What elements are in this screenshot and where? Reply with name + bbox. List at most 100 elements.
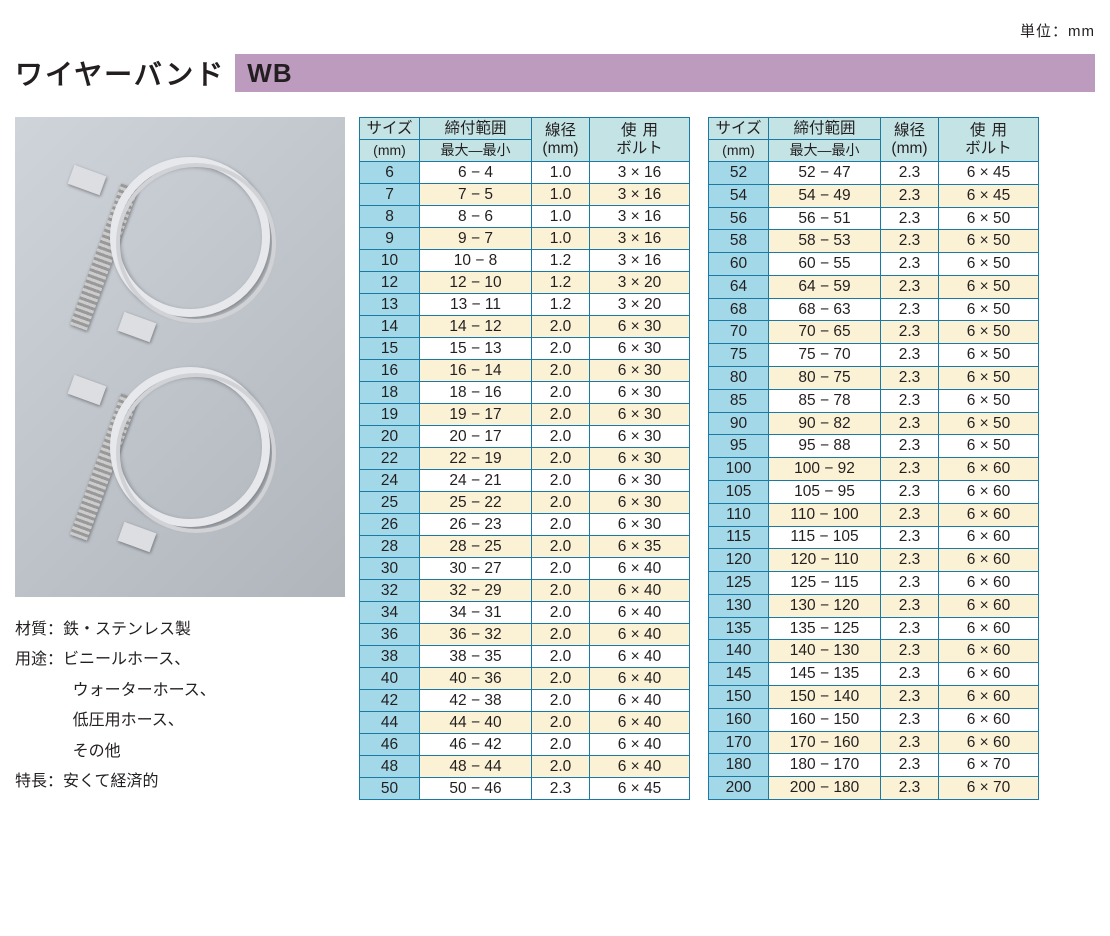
cell-size: 32 bbox=[360, 580, 420, 602]
table-row: 4444 − 402.06 × 40 bbox=[360, 712, 690, 734]
cell-size: 125 bbox=[709, 572, 769, 595]
table-row: 1616 − 142.06 × 30 bbox=[360, 360, 690, 382]
cell-range: 48 − 44 bbox=[420, 756, 532, 778]
table-row: 5656 − 512.36 × 50 bbox=[709, 207, 1039, 230]
material-label: 材質： bbox=[15, 615, 63, 645]
cell-range: 180 − 170 bbox=[769, 754, 881, 777]
cell-wire: 1.0 bbox=[532, 206, 590, 228]
cell-range: 54 − 49 bbox=[769, 184, 881, 207]
cell-size: 22 bbox=[360, 448, 420, 470]
cell-size: 115 bbox=[709, 526, 769, 549]
table-row: 3838 − 352.06 × 40 bbox=[360, 646, 690, 668]
cell-size: 95 bbox=[709, 435, 769, 458]
table-row: 160160 − 1502.36 × 60 bbox=[709, 708, 1039, 731]
table-row: 5252 − 472.36 × 45 bbox=[709, 162, 1039, 185]
cell-size: 30 bbox=[360, 558, 420, 580]
cell-bolt: 6 × 30 bbox=[590, 514, 690, 536]
feature-value: 安くて経済的 bbox=[63, 767, 159, 797]
table-row: 99 − 71.03 × 16 bbox=[360, 228, 690, 250]
cell-range: 26 − 23 bbox=[420, 514, 532, 536]
table-row: 100100 − 922.36 × 60 bbox=[709, 458, 1039, 481]
cell-wire: 2.0 bbox=[532, 756, 590, 778]
table-row: 150150 − 1402.36 × 60 bbox=[709, 685, 1039, 708]
cell-range: 16 − 14 bbox=[420, 360, 532, 382]
cell-bolt: 6 × 30 bbox=[590, 448, 690, 470]
cell-bolt: 6 × 60 bbox=[939, 594, 1039, 617]
cell-wire: 2.3 bbox=[881, 321, 939, 344]
th-size: サイズ bbox=[709, 118, 769, 140]
table-row: 7070 − 652.36 × 50 bbox=[709, 321, 1039, 344]
cell-bolt: 3 × 16 bbox=[590, 162, 690, 184]
cell-size: 135 bbox=[709, 617, 769, 640]
th-size-unit: (mm) bbox=[709, 140, 769, 162]
th-range: 締付範囲 bbox=[769, 118, 881, 140]
cell-bolt: 3 × 16 bbox=[590, 184, 690, 206]
table-row: 200200 − 1802.36 × 70 bbox=[709, 777, 1039, 800]
use-line-3: その他 bbox=[73, 737, 345, 767]
cell-range: 34 − 31 bbox=[420, 602, 532, 624]
cell-range: 18 − 16 bbox=[420, 382, 532, 404]
cell-wire: 2.3 bbox=[881, 480, 939, 503]
table-row: 1515 − 132.06 × 30 bbox=[360, 338, 690, 360]
cell-range: 125 − 115 bbox=[769, 572, 881, 595]
cell-wire: 2.3 bbox=[881, 207, 939, 230]
cell-wire: 1.2 bbox=[532, 250, 590, 272]
cell-range: 50 − 46 bbox=[420, 778, 532, 800]
cell-range: 28 − 25 bbox=[420, 536, 532, 558]
cell-wire: 2.0 bbox=[532, 316, 590, 338]
cell-bolt: 6 × 30 bbox=[590, 360, 690, 382]
info-block: 材質： 鉄・ステンレス製 用途： ビニールホース、 ウォーターホース、 低圧用ホ… bbox=[15, 615, 345, 797]
table-row: 7575 − 702.36 × 50 bbox=[709, 344, 1039, 367]
cell-size: 180 bbox=[709, 754, 769, 777]
cell-wire: 2.0 bbox=[532, 492, 590, 514]
cell-range: 24 − 21 bbox=[420, 470, 532, 492]
cell-bolt: 3 × 16 bbox=[590, 228, 690, 250]
cell-wire: 2.0 bbox=[532, 712, 590, 734]
cell-size: 90 bbox=[709, 412, 769, 435]
cell-wire: 2.3 bbox=[881, 412, 939, 435]
table-row: 145145 − 1352.36 × 60 bbox=[709, 663, 1039, 686]
cell-size: 70 bbox=[709, 321, 769, 344]
cell-size: 18 bbox=[360, 382, 420, 404]
table-row: 2828 − 252.06 × 35 bbox=[360, 536, 690, 558]
cell-size: 105 bbox=[709, 480, 769, 503]
cell-range: 6 − 4 bbox=[420, 162, 532, 184]
table-row: 110110 − 1002.36 × 60 bbox=[709, 503, 1039, 526]
table-row: 1414 − 122.06 × 30 bbox=[360, 316, 690, 338]
cell-size: 25 bbox=[360, 492, 420, 514]
cell-wire: 2.3 bbox=[881, 275, 939, 298]
cell-range: 75 − 70 bbox=[769, 344, 881, 367]
cell-size: 46 bbox=[360, 734, 420, 756]
table-row: 1313 − 111.23 × 20 bbox=[360, 294, 690, 316]
cell-range: 90 − 82 bbox=[769, 412, 881, 435]
cell-bolt: 6 × 70 bbox=[939, 777, 1039, 800]
use-label: 用途： bbox=[15, 645, 63, 675]
cell-wire: 2.3 bbox=[881, 754, 939, 777]
cell-range: 100 − 92 bbox=[769, 458, 881, 481]
cell-bolt: 6 × 60 bbox=[939, 731, 1039, 754]
cell-wire: 1.2 bbox=[532, 272, 590, 294]
cell-size: 110 bbox=[709, 503, 769, 526]
cell-bolt: 6 × 50 bbox=[939, 321, 1039, 344]
table-row: 6060 − 552.36 × 50 bbox=[709, 253, 1039, 276]
cell-range: 12 − 10 bbox=[420, 272, 532, 294]
cell-bolt: 3 × 16 bbox=[590, 206, 690, 228]
cell-bolt: 6 × 70 bbox=[939, 754, 1039, 777]
cell-bolt: 6 × 30 bbox=[590, 338, 690, 360]
table-row: 1818 − 162.06 × 30 bbox=[360, 382, 690, 404]
cell-bolt: 6 × 60 bbox=[939, 685, 1039, 708]
table-row: 9595 − 882.36 × 50 bbox=[709, 435, 1039, 458]
cell-range: 130 − 120 bbox=[769, 594, 881, 617]
cell-size: 60 bbox=[709, 253, 769, 276]
cell-size: 48 bbox=[360, 756, 420, 778]
cell-size: 54 bbox=[709, 184, 769, 207]
cell-wire: 2.0 bbox=[532, 580, 590, 602]
cell-bolt: 6 × 30 bbox=[590, 382, 690, 404]
cell-wire: 2.3 bbox=[881, 731, 939, 754]
cell-bolt: 6 × 40 bbox=[590, 756, 690, 778]
use-line-2: 低圧用ホース、 bbox=[73, 706, 345, 736]
table-row: 120120 − 1102.36 × 60 bbox=[709, 549, 1039, 572]
cell-range: 40 − 36 bbox=[420, 668, 532, 690]
table-row: 88 − 61.03 × 16 bbox=[360, 206, 690, 228]
cell-range: 14 − 12 bbox=[420, 316, 532, 338]
